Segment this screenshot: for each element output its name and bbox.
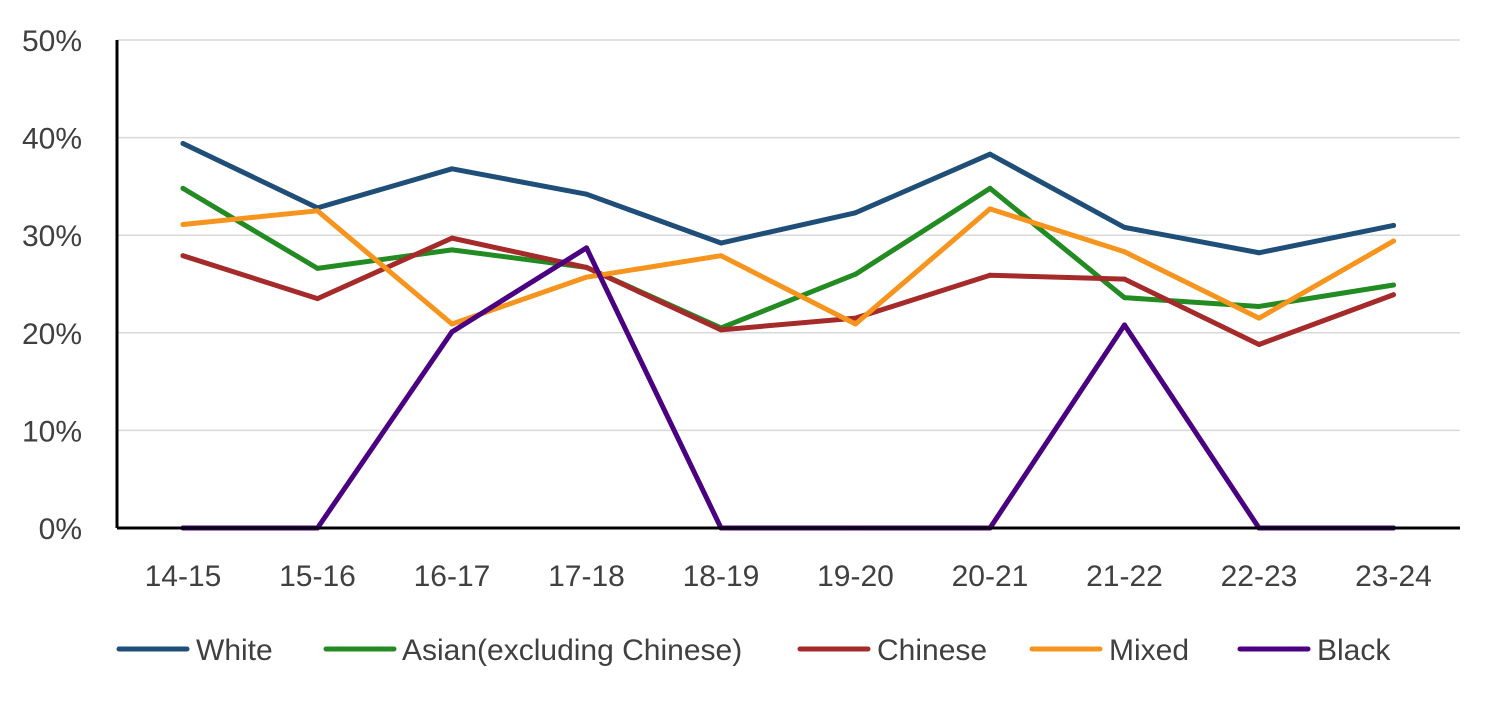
data-point (1122, 224, 1127, 230)
data-point (1391, 292, 1396, 298)
legend-label: Black (1317, 634, 1391, 667)
data-point (315, 265, 320, 271)
data-point (853, 321, 858, 327)
data-point (1256, 303, 1262, 309)
data-point (987, 185, 993, 191)
axes (115, 40, 1460, 530)
legend-item-black: Black (1237, 634, 1391, 667)
legend-item-mixed: Mixed (1029, 634, 1189, 667)
data-point (180, 140, 186, 146)
x-tick-label: 19-20 (817, 560, 894, 593)
data-point (987, 151, 993, 157)
data-point (315, 296, 320, 302)
series-line-asian-excluding-chinese (180, 185, 1396, 331)
data-point (584, 191, 589, 197)
data-point (987, 272, 993, 278)
y-tick-label: 10% (22, 415, 82, 448)
series-lines (180, 140, 1396, 531)
gridlines (117, 39, 1460, 432)
data-point (1391, 238, 1396, 244)
data-point (1391, 282, 1396, 288)
data-point (1122, 322, 1127, 328)
legend-item-asian-excluding-chinese: Asian(excluding Chinese) (323, 634, 742, 667)
data-point (584, 245, 589, 251)
data-point (180, 221, 186, 227)
data-point (718, 240, 724, 246)
x-tick-label: 15-16 (279, 560, 356, 593)
x-tick-label: 16-17 (414, 560, 491, 593)
data-point (1122, 276, 1127, 282)
x-axis-ticks: 14-15 15-16 16-17 17-18 18-19 19-20 20-21 21-22… (145, 560, 1432, 593)
data-point (853, 210, 858, 216)
data-point (1256, 315, 1262, 321)
series-mixed (180, 206, 1396, 327)
data-point (449, 166, 455, 172)
series-line-white (180, 140, 1396, 256)
y-tick-label: 40% (22, 123, 82, 156)
data-point (180, 253, 186, 259)
series-white (180, 140, 1396, 256)
x-tick-label: 21-22 (1086, 560, 1163, 593)
series-line-mixed (180, 206, 1396, 327)
data-point (180, 185, 186, 191)
legend-item-chinese: Chinese (797, 634, 987, 667)
data-point (449, 247, 455, 253)
y-tick-label: 50% (22, 25, 82, 58)
y-axis-ticks: 0% 10% 20% 30% 40% 50% (22, 25, 82, 546)
x-tick-label: 18-19 (683, 560, 760, 593)
data-point (1256, 250, 1262, 256)
data-point (584, 264, 589, 270)
data-point (1122, 249, 1127, 255)
data-point (449, 235, 455, 241)
data-point (1122, 295, 1127, 301)
legend-label: White (196, 634, 273, 667)
data-point (449, 321, 455, 327)
x-tick-label: 14-15 (145, 560, 222, 593)
x-tick-label: 17-18 (548, 560, 625, 593)
data-point (315, 208, 320, 214)
data-point (1256, 342, 1262, 348)
data-point (1391, 222, 1396, 228)
data-point (584, 274, 589, 280)
legend: White Asian(excluding Chinese) Chinese Mixe… (116, 634, 1391, 667)
x-tick-label: 23-24 (1355, 560, 1432, 593)
data-point (718, 253, 724, 259)
x-tick-label: 20-21 (952, 560, 1029, 593)
data-point (987, 206, 993, 212)
series-asian-excluding-chinese (180, 185, 1396, 331)
legend-label: Chinese (877, 634, 987, 667)
data-point (853, 315, 858, 321)
y-tick-label: 30% (22, 220, 82, 253)
data-point (853, 271, 858, 277)
y-tick-label: 20% (22, 318, 82, 351)
y-tick-label: 0% (39, 513, 82, 546)
data-point (449, 329, 455, 335)
legend-item-white: White (116, 634, 273, 667)
x-tick-label: 22-23 (1221, 560, 1298, 593)
legend-label: Asian(excluding Chinese) (402, 634, 742, 667)
legend-label: Mixed (1109, 634, 1189, 667)
data-point (718, 327, 724, 333)
